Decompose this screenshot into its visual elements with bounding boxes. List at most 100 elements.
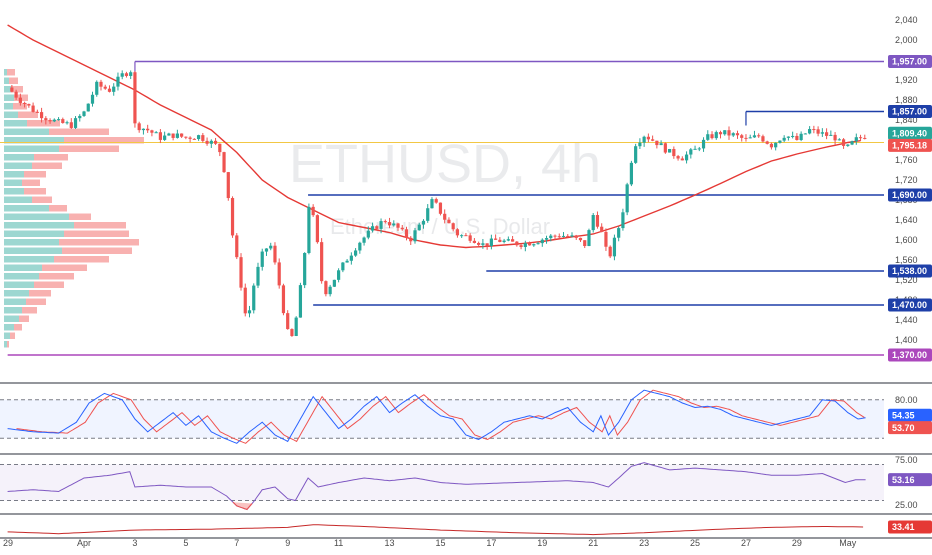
candle-down[interactable] <box>375 226 379 229</box>
candle-down[interactable] <box>485 243 489 246</box>
candle-up[interactable] <box>417 224 421 231</box>
candle-up[interactable] <box>252 285 256 311</box>
candle-down[interactable] <box>557 236 561 238</box>
candle-up[interactable] <box>73 118 78 128</box>
candle-down[interactable] <box>510 239 515 242</box>
candle-down[interactable] <box>494 238 498 240</box>
candle-up[interactable] <box>95 81 99 95</box>
candle-up[interactable] <box>358 242 362 251</box>
candle-down[interactable] <box>235 235 239 258</box>
candle-down[interactable] <box>273 245 277 263</box>
candle-down[interactable] <box>213 140 218 144</box>
candle-down[interactable] <box>14 91 18 98</box>
candle-up[interactable] <box>612 237 617 257</box>
candle-up[interactable] <box>328 286 332 295</box>
candle-down[interactable] <box>574 235 578 238</box>
candle-up[interactable] <box>413 230 417 242</box>
candle-up[interactable] <box>337 270 341 280</box>
candle-down[interactable] <box>400 227 404 230</box>
candle-down[interactable] <box>447 219 451 224</box>
candle-down[interactable] <box>146 128 150 131</box>
candle-up[interactable] <box>706 134 710 140</box>
candle-down[interactable] <box>595 215 600 227</box>
candle-down[interactable] <box>655 140 659 146</box>
candle-up[interactable] <box>689 149 693 155</box>
candle-up[interactable] <box>532 244 536 246</box>
candle-down[interactable] <box>566 235 570 237</box>
candle-down[interactable] <box>672 149 676 157</box>
candle-down[interactable] <box>498 239 502 242</box>
candle-down[interactable] <box>443 213 447 220</box>
candle-down[interactable] <box>769 143 774 148</box>
candle-down[interactable] <box>646 136 650 140</box>
candle-up[interactable] <box>701 139 706 149</box>
candle-down[interactable] <box>10 87 14 92</box>
candle-down[interactable] <box>841 139 846 146</box>
candle-up[interactable] <box>629 162 634 185</box>
candle-down[interactable] <box>107 88 112 92</box>
candle-down[interactable] <box>795 135 799 140</box>
candle-down[interactable] <box>133 72 137 124</box>
candle-down[interactable] <box>553 235 557 237</box>
candle-up[interactable] <box>791 135 795 137</box>
candle-up[interactable] <box>587 230 591 247</box>
candle-up[interactable] <box>782 137 786 141</box>
candle-down[interactable] <box>205 140 209 144</box>
candle-up[interactable] <box>829 134 833 136</box>
candle-up[interactable] <box>837 139 841 141</box>
candle-down[interactable] <box>387 222 392 226</box>
candle-down[interactable] <box>39 112 44 119</box>
candle-up[interactable] <box>502 240 506 242</box>
candle-down[interactable] <box>396 223 400 228</box>
candle-up[interactable] <box>540 239 544 244</box>
candle-up[interactable] <box>120 73 124 77</box>
candle-down[interactable] <box>311 206 315 216</box>
candle-up[interactable] <box>421 220 426 225</box>
candle-up[interactable] <box>154 132 158 134</box>
candle-up[interactable] <box>667 149 672 153</box>
candle-up[interactable] <box>332 279 336 287</box>
candle-up[interactable] <box>808 129 812 134</box>
candle-up[interactable] <box>723 130 727 135</box>
candle-down[interactable] <box>812 129 816 131</box>
candle-up[interactable] <box>379 221 383 229</box>
candle-up[interactable] <box>481 243 485 245</box>
candle-up[interactable] <box>638 142 642 147</box>
candle-down[interactable] <box>735 133 740 136</box>
candle-down[interactable] <box>222 152 226 173</box>
candle-down[interactable] <box>765 141 769 144</box>
candle-down[interactable] <box>515 241 519 246</box>
candle-down[interactable] <box>438 202 443 214</box>
candle-up[interactable] <box>56 119 61 121</box>
candle-up[interactable] <box>341 262 345 271</box>
candle-down[interactable] <box>600 226 604 232</box>
candle-up[interactable] <box>90 94 95 104</box>
candle-down[interactable] <box>226 172 230 199</box>
candle-down[interactable] <box>188 137 192 139</box>
candle-up[interactable] <box>621 212 625 229</box>
candle-up[interactable] <box>846 144 850 146</box>
candle-down[interactable] <box>171 133 175 138</box>
candle-up[interactable] <box>697 148 701 150</box>
candle-up[interactable] <box>544 238 549 240</box>
candle-down[interactable] <box>464 235 468 237</box>
candle-down[interactable] <box>583 240 587 247</box>
candle-up[interactable] <box>799 133 803 140</box>
candle-up[interactable] <box>116 76 120 87</box>
candle-up[interactable] <box>786 136 791 138</box>
candle-up[interactable] <box>345 260 349 263</box>
candle-up[interactable] <box>196 135 201 140</box>
candle-up[interactable] <box>561 235 566 237</box>
candle-up[interactable] <box>209 140 213 144</box>
candle-up[interactable] <box>82 111 86 116</box>
candle-down[interactable] <box>858 137 863 139</box>
candle-down[interactable] <box>680 158 684 161</box>
candle-down[interactable] <box>324 281 328 295</box>
candle-down[interactable] <box>472 240 477 243</box>
candle-down[interactable] <box>290 329 294 336</box>
candle-down[interactable] <box>137 123 141 131</box>
candle-up[interactable] <box>854 137 858 142</box>
candle-down[interactable] <box>277 262 281 286</box>
